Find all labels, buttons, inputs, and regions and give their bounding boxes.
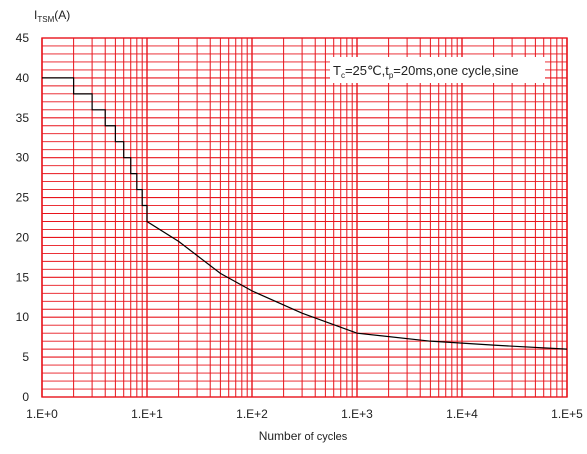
y-tick-label: 30: [16, 151, 30, 165]
y-axis-title-sub: TSM: [37, 15, 54, 24]
annotation-t-sub: c: [341, 71, 345, 80]
x-axis-title-tail: of cycles: [301, 431, 347, 443]
x-axis-title-main: Number: [259, 429, 302, 443]
condition-annotation: Tc=25℃,tp=20ms,one cycle,sine: [330, 57, 545, 83]
annotation-box: [330, 57, 545, 83]
axis-ticks: 0 5 10 15 20 25 30 35 40 45 1.E+0 1.E+1 1.E+2 1.E+3 1.…: [16, 31, 584, 421]
y-axis-title-tail: (A): [54, 8, 70, 22]
x-tick-label: 1.E+2: [236, 407, 268, 421]
x-tick-label: 1.E+0: [26, 407, 58, 421]
x-tick-label: 1.E+1: [131, 407, 163, 421]
x-axis-title: Number of cycles: [259, 429, 348, 443]
x-tick-label: 1.E+3: [341, 407, 373, 421]
annotation-t: T: [333, 63, 341, 78]
x-tick-label: 1.E+4: [446, 407, 478, 421]
y-tick-label: 5: [22, 350, 29, 364]
annotation-p-sub: p: [389, 71, 394, 80]
y-tick-label: 20: [16, 230, 30, 244]
annotation-mid: =25℃,t: [345, 63, 389, 78]
y-tick-label: 45: [16, 31, 30, 45]
y-tick-label: 15: [16, 270, 30, 284]
annotation-tail: =20ms,one cycle,sine: [393, 63, 518, 78]
series-line: [42, 77, 568, 350]
plot-frame: [41, 37, 568, 398]
annotation-text: Tc=25℃,tp=20ms,one cycle,sine: [333, 63, 519, 80]
y-tick-label: 35: [16, 111, 30, 125]
x-tick-label: 1.E+5: [551, 407, 583, 421]
y-axis-title: ITSM(A): [34, 8, 70, 24]
plot-grid: [41, 37, 568, 398]
y-tick-label: 25: [16, 191, 30, 205]
y-axis-title-main: I: [34, 8, 37, 22]
y-tick-label: 10: [16, 310, 30, 324]
y-tick-label: 0: [22, 390, 29, 404]
y-tick-label: 40: [16, 71, 30, 85]
